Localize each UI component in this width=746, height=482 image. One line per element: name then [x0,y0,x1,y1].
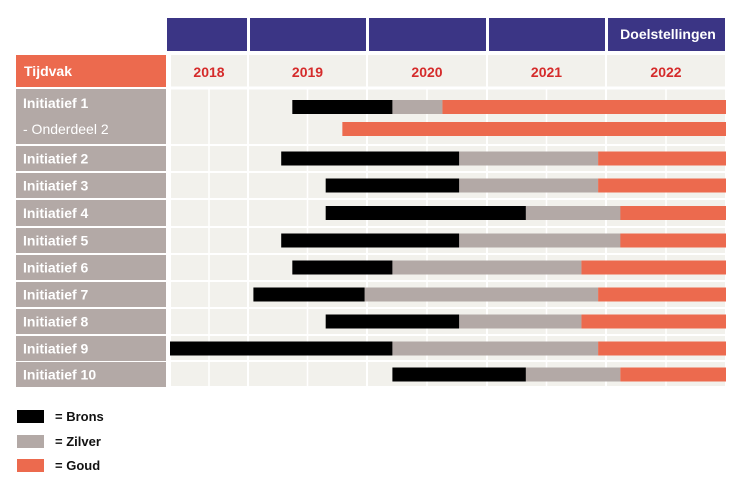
bar-silver-row-10 [525,367,621,382]
bar-silver-row-3 [459,178,599,193]
legend-swatch-gold [17,459,44,472]
row-label: Initiatief 9 [23,341,89,357]
bar-silver-row-6 [392,260,582,275]
bar-bronze-row-4 [325,206,526,220]
bar-silver-row-9 [392,341,599,356]
row-label-cell [16,309,166,334]
row-label-cell [16,200,166,226]
year-label-2021: 2021 [531,64,562,80]
legend-swatch-silver [17,435,44,448]
period-header-cell [16,55,166,87]
row-labels: Initiatief 1 - Onderdeel 2 Initiatief 2 Ini… [16,89,166,387]
row-label: Initiatief 4 [23,205,89,221]
bar-bronze-row-6 [292,260,393,275]
bar-gold-row-9 [598,341,726,356]
bar-gold-row-1 [442,100,726,114]
row-label-cell [16,282,166,307]
legend-label-gold: = Goud [55,458,100,473]
legend-swatch-bronze [17,410,44,423]
row-label: Initiatief 1 [23,95,89,111]
row-label-cell [16,336,166,361]
bar-silver-row-8 [459,314,582,329]
period-header-label: Tijdvak [24,63,72,79]
row-label: Initiatief 3 [23,178,89,194]
header-block-5 [608,18,725,51]
year-label-2020: 2020 [411,64,442,80]
row-label: Initiatief 5 [23,233,89,249]
bar-gold-row-3 [598,178,726,193]
legend: = Brons = Zilver = Goud [17,409,104,473]
bar-bronze-row-3 [325,178,460,193]
bar-gold-subrow-1 [342,122,726,136]
bar-bronze-row-5 [281,233,460,248]
bar-silver-row-7 [364,287,599,302]
bar-bronze-row-8 [325,314,460,329]
bar-silver-row-1 [392,100,443,114]
bar-bronze-row-9 [170,341,393,356]
row-label: Initiatief 8 [23,314,89,330]
row-label-cell [16,146,166,171]
year-label-2018: 2018 [193,64,224,80]
header-block-4 [489,18,605,51]
bar-gold-row-10 [620,367,726,382]
chart-header: Doelstellingen Tijdvak 2018 2019 2020 2021 202… [16,18,725,87]
row-label-cell [16,362,166,387]
bars [170,100,726,382]
row-label: Initiatief 10 [23,367,96,383]
bar-gold-row-6 [581,260,726,275]
bar-silver-row-2 [459,151,599,166]
bar-gold-row-5 [620,233,726,248]
row-label-cell [16,173,166,198]
bar-bronze-row-1 [292,100,393,114]
bar-gold-row-7 [598,287,726,302]
year-label-2022: 2022 [650,64,681,80]
row-label-cell [16,255,166,280]
year-label-2019: 2019 [292,64,323,80]
bar-bronze-row-7 [253,287,365,302]
header-block-1 [167,18,247,51]
bar-bronze-row-10 [392,367,526,382]
row-label-cell [16,228,166,253]
bar-bronze-row-2 [281,151,460,166]
bar-gold-row-4 [620,206,726,220]
row-label: Initiatief 6 [23,260,89,276]
bar-gold-row-2 [598,151,726,166]
header-block-3 [369,18,486,51]
goals-label: Doelstellingen [620,26,716,42]
row-sublabel: - Onderdeel 2 [23,121,109,137]
legend-label-bronze: = Brons [55,409,104,424]
bar-gold-row-8 [581,314,726,329]
legend-label-silver: = Zilver [55,434,101,449]
header-block-2 [250,18,366,51]
row-label-cell [16,89,166,144]
row-label: Initiatief 2 [23,151,89,167]
row-label: Initiatief 7 [23,287,89,303]
